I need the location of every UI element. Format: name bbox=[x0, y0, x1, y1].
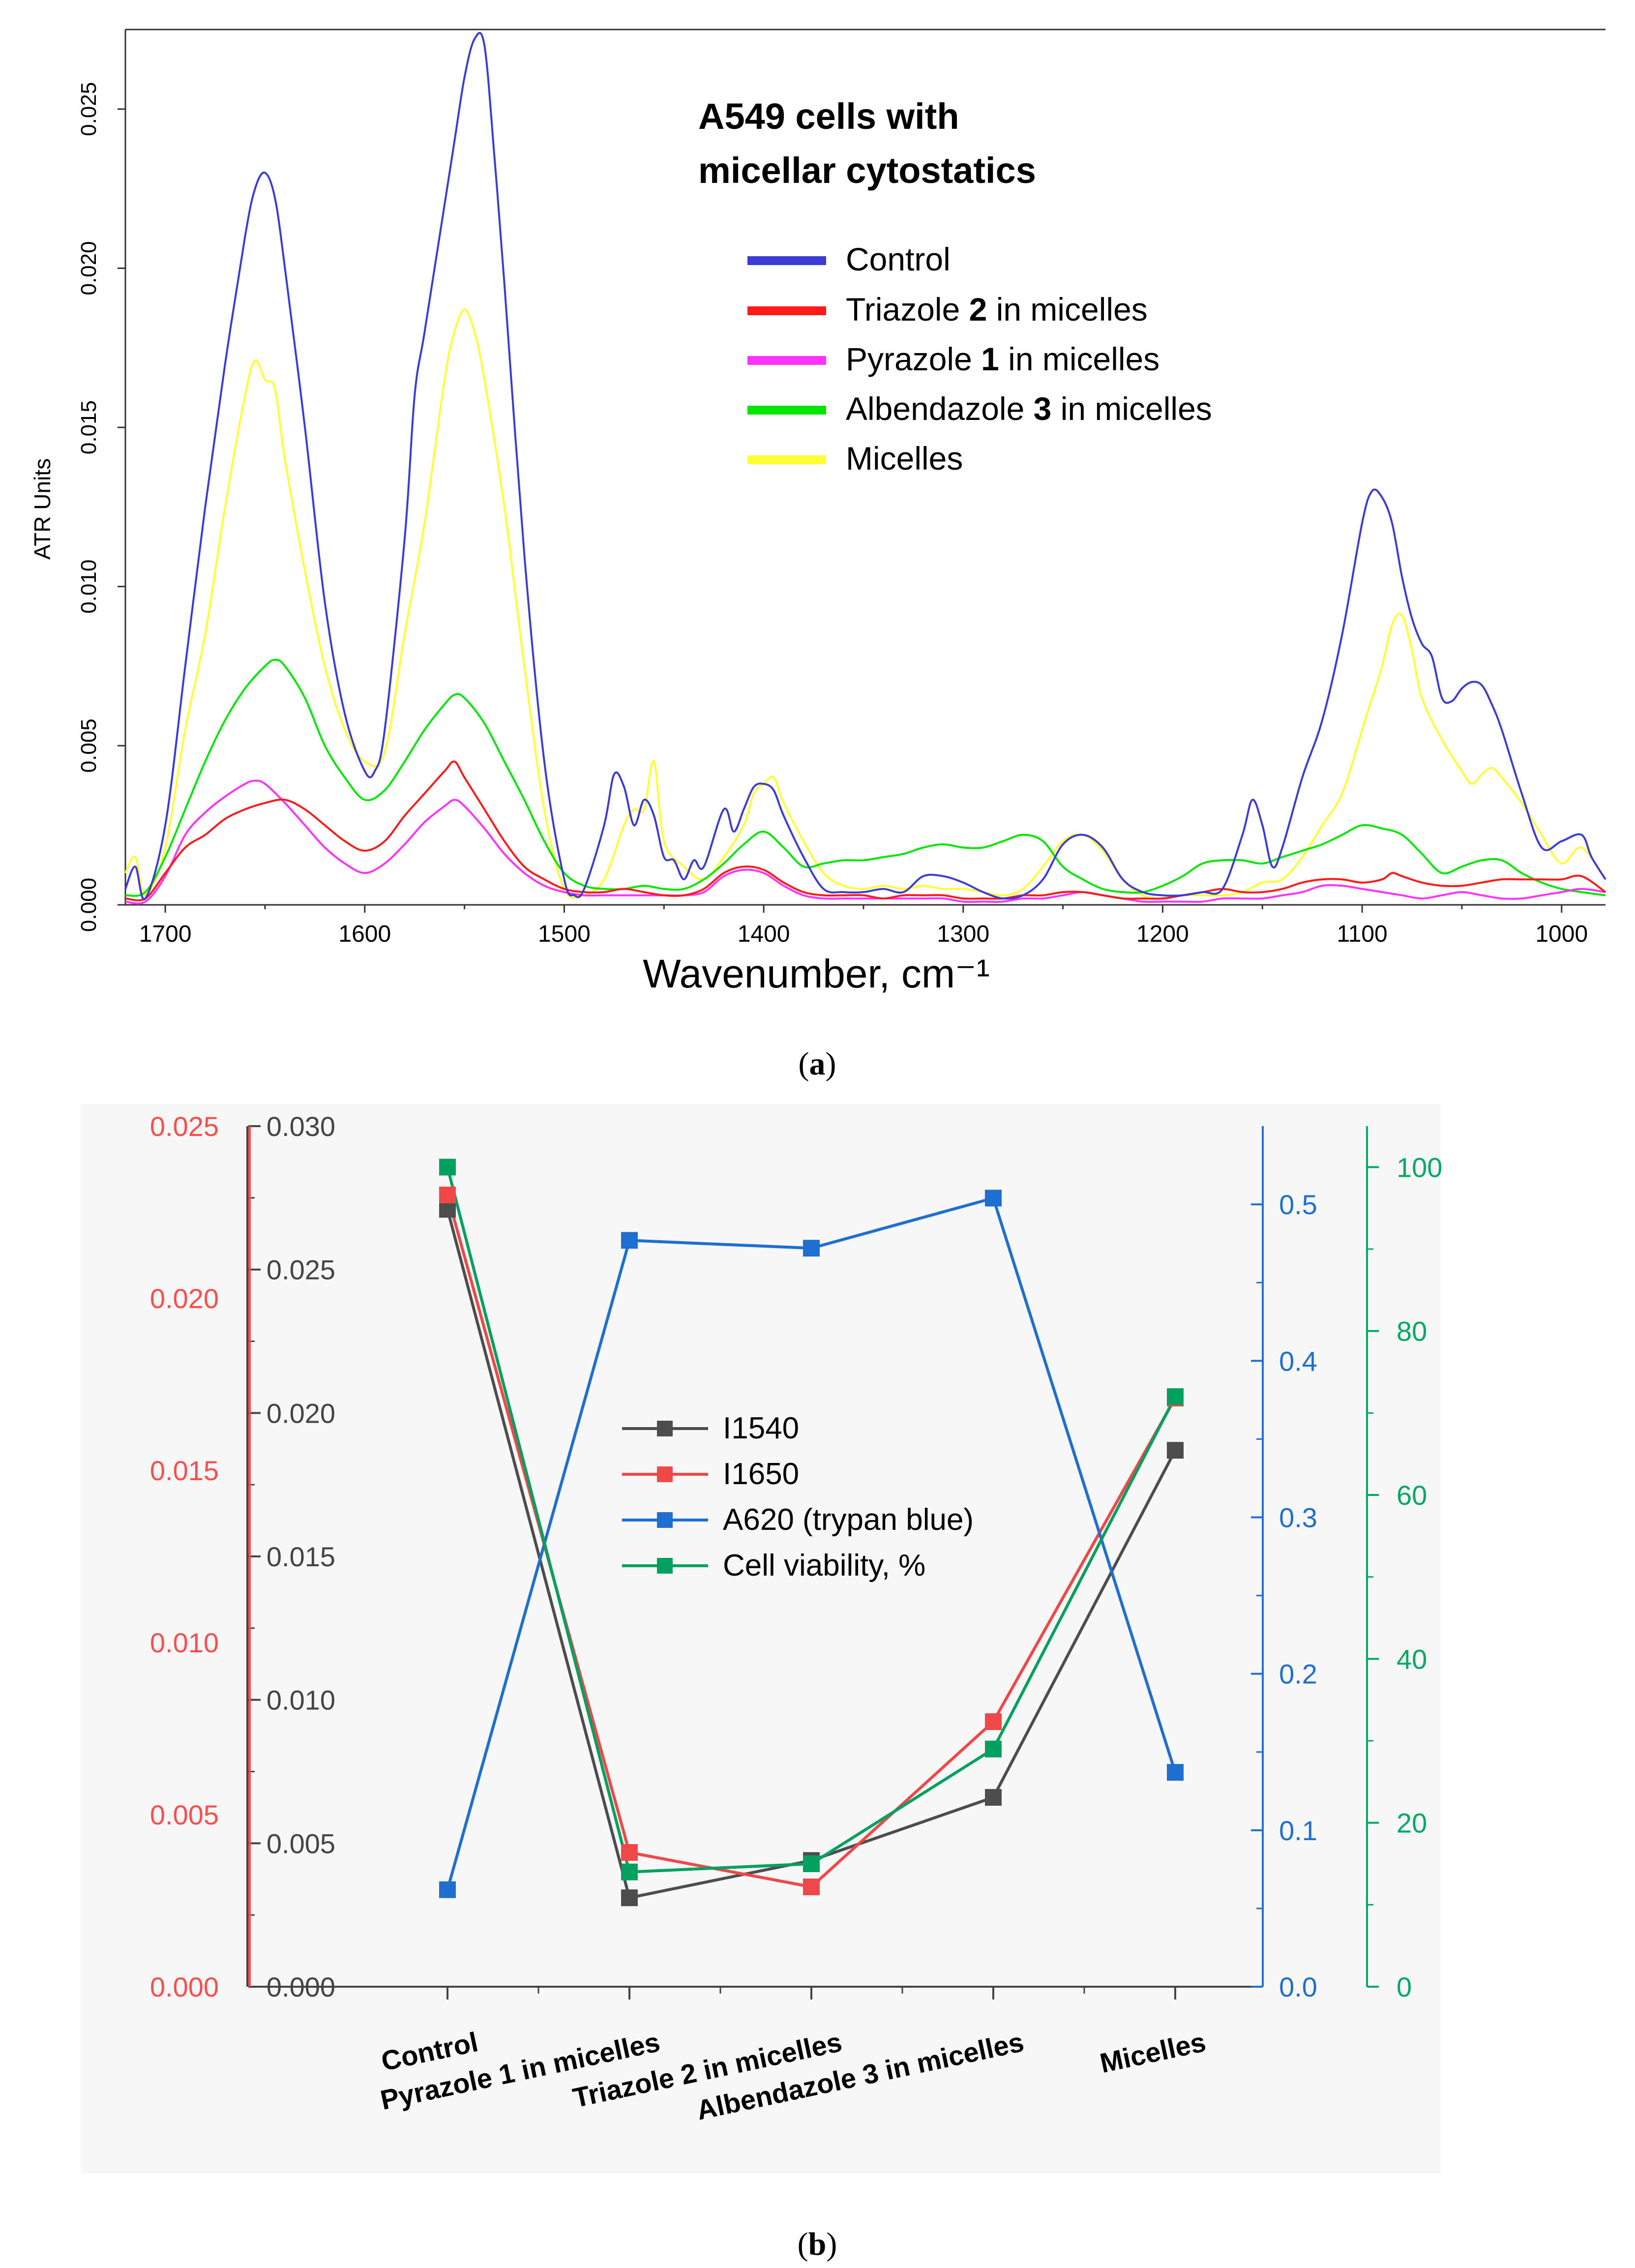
y-tick-label-b-red-0.025: 0.025 bbox=[150, 1111, 219, 1142]
point-b-a620-trypan-blue-control bbox=[439, 1881, 456, 1898]
y-tick-label-b-black-0.005: 0.005 bbox=[267, 1828, 335, 1859]
x-tick-label-a-1300: 1300 bbox=[937, 921, 989, 947]
point-b-i1650-albendazole-3-in-micelles bbox=[985, 1713, 1002, 1730]
y-tick-label-b-black-0.020: 0.020 bbox=[267, 1398, 335, 1429]
legend-b-marker-viability bbox=[657, 1558, 673, 1574]
point-b-i1540-control bbox=[439, 1201, 456, 1218]
y-tick-label-a-0.000: 0.000 bbox=[77, 878, 101, 932]
y-tick-label-b-red-0.000: 0.000 bbox=[150, 1971, 219, 2002]
x-tick-label-a-1100: 1100 bbox=[1337, 921, 1387, 947]
point-b-cell-viability-pyrazole-1-in-micelles bbox=[621, 1863, 638, 1880]
legend-b-label-viability: Cell viability, % bbox=[723, 1549, 925, 1582]
y-tick-label-b-green-0: 0 bbox=[1397, 1971, 1412, 2002]
y-tick-label-b-blue-0.1: 0.1 bbox=[1279, 1815, 1317, 1846]
y-tick-label-b-black-0.010: 0.010 bbox=[267, 1685, 335, 1716]
x-tick-label-a-1000: 1000 bbox=[1535, 921, 1588, 947]
point-b-i1540-pyrazole-1-in-micelles bbox=[621, 1889, 638, 1907]
legend-b-marker-a620 bbox=[657, 1512, 673, 1528]
y-tick-label-b-blue-0.3: 0.3 bbox=[1279, 1502, 1317, 1533]
panel-a: 1700 1600 1500 1400 1300 1200 1100 1000 0.000 0.0… bbox=[30, 29, 1606, 1082]
y-tick-label-b-red-0.020: 0.020 bbox=[150, 1283, 219, 1314]
y-tick-label-b-red-0.005: 0.005 bbox=[150, 1799, 219, 1830]
y-tick-label-b-green-40: 40 bbox=[1397, 1643, 1427, 1674]
point-b-i1540-albendazole-3-in-micelles bbox=[985, 1789, 1002, 1806]
y-tick-label-b-black-0.015: 0.015 bbox=[267, 1541, 335, 1572]
plot-a-xlabel: Wavenumber, cm⁻¹ bbox=[643, 952, 990, 996]
plot-b-background bbox=[81, 1104, 1441, 2174]
y-tick-label-a-0.015: 0.015 bbox=[77, 400, 101, 454]
y-tick-label-b-green-60: 60 bbox=[1397, 1480, 1427, 1511]
point-b-a620-trypan-blue-micelles bbox=[1167, 1764, 1184, 1781]
plot-b-legend: I1540 I1650 A620 (trypan blue) Cell viab… bbox=[622, 1411, 974, 1582]
legend-b-label-a620: A620 (trypan blue) bbox=[723, 1503, 974, 1537]
y-tick-label-b-black-0.030: 0.030 bbox=[267, 1111, 335, 1142]
x-tick-label-a-1500: 1500 bbox=[538, 921, 591, 947]
legend-a-label-albendazole: Albendazole 3 in micelles bbox=[846, 390, 1212, 427]
y-tick-label-a-0.025: 0.025 bbox=[77, 82, 101, 136]
point-b-i1650-pyrazole-1-in-micelles bbox=[621, 1844, 638, 1861]
plot-a-ylabel: ATR Units bbox=[30, 458, 55, 560]
legend-b-label-i1540: I1540 bbox=[723, 1411, 799, 1445]
legend-b-label-i1650: I1650 bbox=[723, 1457, 799, 1491]
plot-a-ticks: 1700 1600 1500 1400 1300 1200 1100 1000 0.000 0.0… bbox=[77, 82, 1588, 947]
panel-b: 0.0000.0050.0100.0150.0200.0250.0000.005… bbox=[81, 1104, 1442, 2262]
y-tick-label-b-blue-0.0: 0.0 bbox=[1279, 1971, 1317, 2002]
caption-b: (b) bbox=[798, 2226, 837, 2262]
point-b-cell-viability-albendazole-3-in-micelles bbox=[985, 1740, 1002, 1758]
point-b-cell-viability-triazole-2-in-micelles bbox=[803, 1855, 820, 1872]
y-tick-label-b-green-20: 20 bbox=[1397, 1808, 1427, 1839]
point-b-i1540-micelles bbox=[1167, 1442, 1184, 1459]
series-a-control bbox=[124, 31, 1606, 900]
series-a-pyrazole-1-in-micelles bbox=[125, 779, 1606, 905]
y-tick-label-b-blue-0.5: 0.5 bbox=[1279, 1189, 1317, 1220]
y-tick-label-b-blue-0.2: 0.2 bbox=[1279, 1659, 1317, 1690]
series-a-triazole-2-in-micelles bbox=[125, 760, 1606, 901]
plot-a-title-line1: A549 cells with bbox=[698, 96, 959, 137]
legend-b-marker-i1650 bbox=[657, 1466, 673, 1482]
point-b-cell-viability-micelles bbox=[1167, 1388, 1184, 1405]
y-tick-label-b-green-80: 80 bbox=[1397, 1316, 1427, 1347]
legend-b-marker-i1540 bbox=[657, 1421, 673, 1436]
plot-b-series bbox=[439, 1159, 1184, 1907]
y-tick-label-a-0.010: 0.010 bbox=[77, 560, 101, 614]
plot-a-legend: Control Triazole 2 in micelles Pyrazole … bbox=[747, 241, 1212, 477]
y-tick-label-b-blue-0.4: 0.4 bbox=[1279, 1345, 1317, 1376]
x-tick-label-a-1400: 1400 bbox=[738, 921, 790, 947]
point-b-i1650-triazole-2-in-micelles bbox=[803, 1879, 820, 1895]
point-b-cell-viability-control bbox=[439, 1159, 456, 1176]
series-a-micelles bbox=[124, 308, 1606, 900]
point-b-a620-trypan-blue-albendazole-3-in-micelles bbox=[985, 1190, 1002, 1207]
x-tick-label-a-1600: 1600 bbox=[338, 921, 391, 947]
legend-a-label-triazole: Triazole 2 in micelles bbox=[846, 291, 1148, 328]
y-tick-label-a-0.005: 0.005 bbox=[77, 718, 101, 773]
plot-a-title-line2: micellar cytostatics bbox=[698, 150, 1036, 191]
point-b-i1650-control bbox=[439, 1187, 456, 1203]
y-tick-label-a-0.020: 0.020 bbox=[77, 241, 101, 295]
y-tick-label-b-red-0.015: 0.015 bbox=[150, 1455, 219, 1486]
y-tick-label-b-green-100: 100 bbox=[1397, 1152, 1442, 1183]
point-b-a620-trypan-blue-pyrazole-1-in-micelles bbox=[621, 1232, 638, 1249]
x-tick-label-a-1200: 1200 bbox=[1136, 921, 1189, 947]
legend-a-label-control: Control bbox=[846, 241, 951, 277]
caption-a: (a) bbox=[799, 1046, 836, 1082]
legend-a-label-pyrazole: Pyrazole 1 in micelles bbox=[846, 341, 1159, 377]
plot-a-series bbox=[124, 31, 1606, 905]
point-b-a620-trypan-blue-triazole-2-in-micelles bbox=[803, 1240, 820, 1257]
y-tick-label-b-black-0.000: 0.000 bbox=[267, 1971, 335, 2002]
legend-a-label-micelles: Micelles bbox=[846, 440, 963, 477]
y-tick-label-b-red-0.010: 0.010 bbox=[150, 1627, 219, 1658]
x-tick-label-a-1700: 1700 bbox=[139, 921, 192, 947]
y-tick-label-b-black-0.025: 0.025 bbox=[267, 1254, 335, 1285]
series-a-albendazole-3-in-micelles bbox=[125, 658, 1606, 897]
